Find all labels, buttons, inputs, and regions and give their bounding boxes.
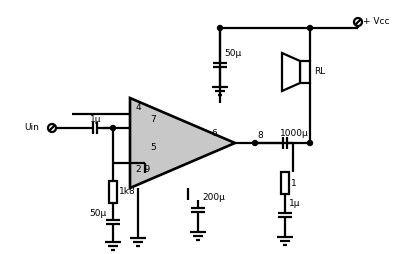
Bar bbox=[109, 181, 117, 203]
Text: 2 9: 2 9 bbox=[136, 166, 150, 174]
Text: 1µ: 1µ bbox=[289, 198, 300, 208]
Text: 50µ: 50µ bbox=[89, 210, 106, 218]
Text: 5: 5 bbox=[150, 144, 156, 152]
Text: 7: 7 bbox=[150, 116, 156, 124]
Bar bbox=[300, 61, 310, 83]
Circle shape bbox=[252, 140, 258, 146]
Text: + Vcc: + Vcc bbox=[363, 18, 390, 26]
Text: 1µ: 1µ bbox=[90, 115, 102, 123]
Polygon shape bbox=[282, 53, 300, 91]
Text: 8: 8 bbox=[257, 131, 263, 139]
Text: Uin: Uin bbox=[24, 123, 39, 133]
Circle shape bbox=[110, 125, 116, 131]
Text: RL: RL bbox=[314, 68, 325, 76]
Text: 4: 4 bbox=[136, 103, 142, 113]
Polygon shape bbox=[130, 98, 235, 188]
Text: 1000µ: 1000µ bbox=[280, 130, 309, 138]
Circle shape bbox=[308, 25, 312, 30]
Text: 1: 1 bbox=[291, 179, 297, 187]
Text: 50µ: 50µ bbox=[224, 49, 241, 57]
Text: 6: 6 bbox=[211, 129, 217, 137]
Circle shape bbox=[218, 25, 222, 30]
Text: 1k8: 1k8 bbox=[119, 187, 136, 197]
Text: 200µ: 200µ bbox=[202, 194, 225, 202]
Bar bbox=[281, 172, 289, 194]
Circle shape bbox=[308, 140, 312, 146]
